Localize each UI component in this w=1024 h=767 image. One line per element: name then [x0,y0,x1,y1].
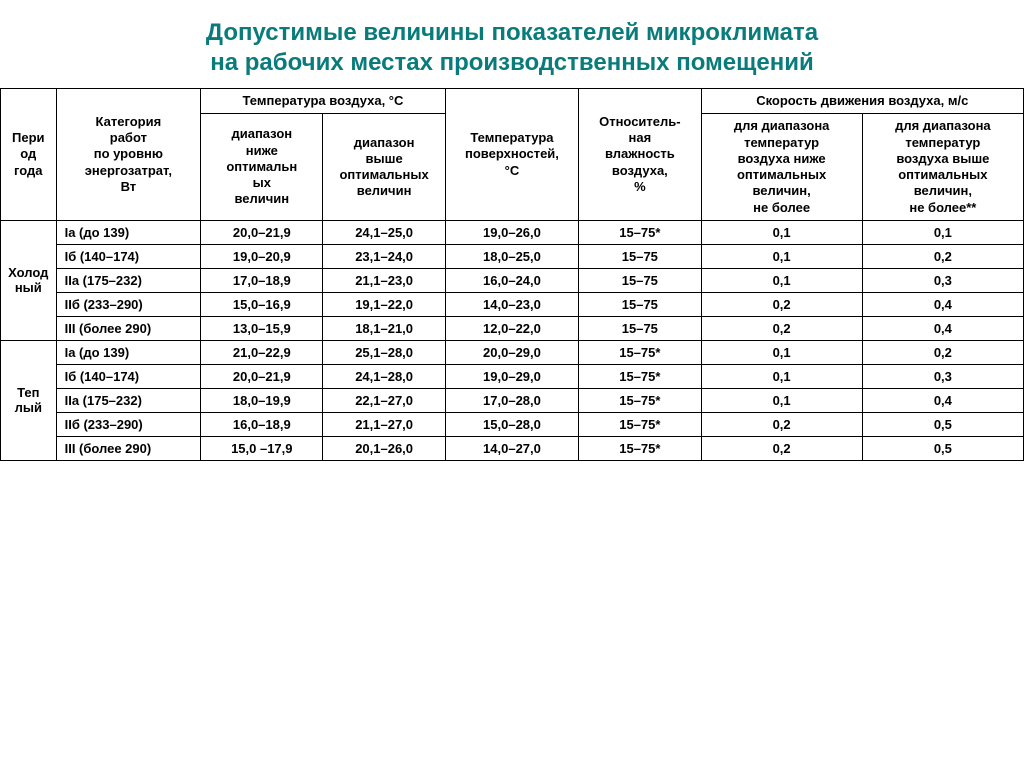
temp-below-cell: 17,0–18,9 [201,268,323,292]
speed-above-cell: 0,4 [862,388,1023,412]
temp-above-cell: 18,1–21,0 [323,316,445,340]
category-cell: Iб (140–174) [56,244,201,268]
temp-above-cell: 19,1–22,0 [323,292,445,316]
category-cell: III (более 290) [56,436,201,460]
surface-temp-cell: 14,0–23,0 [445,292,578,316]
speed-below-cell: 0,1 [701,340,862,364]
temp-below-cell: 13,0–15,9 [201,316,323,340]
temp-above-cell: 24,1–28,0 [323,364,445,388]
temp-above-cell: 23,1–24,0 [323,244,445,268]
temp-below-cell: 18,0–19,9 [201,388,323,412]
table-header: Периодгода Категорияработпо уровнюэнерго… [1,89,1024,221]
table-body: ХолодныйIа (до 139)20,0–21,924,1–25,019,… [1,220,1024,460]
header-speed-below: для диапазонатемпературвоздуха нижеоптим… [701,114,862,221]
category-cell: Iа (до 139) [56,220,201,244]
title-line-2: на рабочих местах производственных помещ… [210,49,814,76]
humidity-cell: 15–75 [579,244,701,268]
table-row: IIа (175–232)17,0–18,921,1–23,016,0–24,0… [1,268,1024,292]
speed-above-cell: 0,4 [862,292,1023,316]
humidity-cell: 15–75 [579,292,701,316]
page-title: Допустимые величины показателей микрокли… [0,0,1024,88]
microclimate-table: Периодгода Категорияработпо уровнюэнерго… [0,88,1024,461]
category-cell: Iб (140–174) [56,364,201,388]
header-temp-above: диапазонвышеоптимальныхвеличин [323,114,445,221]
category-cell: IIа (175–232) [56,388,201,412]
temp-below-cell: 15,0–16,9 [201,292,323,316]
table-row: III (более 290)15,0 –17,920,1–26,014,0–2… [1,436,1024,460]
speed-above-cell: 0,5 [862,412,1023,436]
surface-temp-cell: 19,0–26,0 [445,220,578,244]
temp-below-cell: 15,0 –17,9 [201,436,323,460]
header-category: Категорияработпо уровнюэнергозатрат,Вт [56,89,201,221]
header-period: Периодгода [1,89,57,221]
speed-above-cell: 0,3 [862,364,1023,388]
table-row: IIб (233–290)15,0–16,919,1–22,014,0–23,0… [1,292,1024,316]
table-row: Iб (140–174)20,0–21,924,1–28,019,0–29,01… [1,364,1024,388]
speed-above-cell: 0,2 [862,244,1023,268]
category-cell: Iа (до 139) [56,340,201,364]
surface-temp-cell: 19,0–29,0 [445,364,578,388]
surface-temp-cell: 15,0–28,0 [445,412,578,436]
speed-below-cell: 0,2 [701,436,862,460]
surface-temp-cell: 18,0–25,0 [445,244,578,268]
humidity-cell: 15–75* [579,364,701,388]
humidity-cell: 15–75* [579,388,701,412]
temp-above-cell: 20,1–26,0 [323,436,445,460]
speed-below-cell: 0,1 [701,268,862,292]
speed-below-cell: 0,2 [701,316,862,340]
category-cell: IIб (233–290) [56,412,201,436]
period-cell: Теплый [1,340,57,460]
humidity-cell: 15–75* [579,340,701,364]
humidity-cell: 15–75* [579,412,701,436]
speed-below-cell: 0,1 [701,364,862,388]
header-air-speed-group: Скорость движения воздуха, м/с [701,89,1024,114]
surface-temp-cell: 17,0–28,0 [445,388,578,412]
temp-below-cell: 16,0–18,9 [201,412,323,436]
category-cell: III (более 290) [56,316,201,340]
surface-temp-cell: 20,0–29,0 [445,340,578,364]
table-row: III (более 290)13,0–15,918,1–21,012,0–22… [1,316,1024,340]
header-air-temp-group: Температура воздуха, °С [201,89,446,114]
category-cell: IIб (233–290) [56,292,201,316]
speed-below-cell: 0,2 [701,412,862,436]
header-speed-above: для диапазонатемпературвоздуха вышеоптим… [862,114,1023,221]
header-temp-below: диапазоннижеоптимальныхвеличин [201,114,323,221]
speed-above-cell: 0,2 [862,340,1023,364]
temp-below-cell: 19,0–20,9 [201,244,323,268]
surface-temp-cell: 14,0–27,0 [445,436,578,460]
speed-above-cell: 0,5 [862,436,1023,460]
speed-below-cell: 0,1 [701,388,862,412]
speed-below-cell: 0,1 [701,244,862,268]
speed-above-cell: 0,4 [862,316,1023,340]
title-line-1: Допустимые величины показателей микрокли… [206,19,818,46]
header-humidity: Относитель-наявлажностьвоздуха,% [579,89,701,221]
speed-below-cell: 0,2 [701,292,862,316]
humidity-cell: 15–75 [579,316,701,340]
humidity-cell: 15–75* [579,436,701,460]
temp-below-cell: 21,0–22,9 [201,340,323,364]
temp-above-cell: 21,1–23,0 [323,268,445,292]
header-surface-temp: Температураповерхностей,°С [445,89,578,221]
speed-below-cell: 0,1 [701,220,862,244]
speed-above-cell: 0,1 [862,220,1023,244]
surface-temp-cell: 12,0–22,0 [445,316,578,340]
temp-below-cell: 20,0–21,9 [201,220,323,244]
surface-temp-cell: 16,0–24,0 [445,268,578,292]
temp-above-cell: 25,1–28,0 [323,340,445,364]
temp-above-cell: 22,1–27,0 [323,388,445,412]
category-cell: IIа (175–232) [56,268,201,292]
humidity-cell: 15–75* [579,220,701,244]
table-row: IIа (175–232)18,0–19,922,1–27,017,0–28,0… [1,388,1024,412]
table-row: Iб (140–174)19,0–20,923,1–24,018,0–25,01… [1,244,1024,268]
temp-above-cell: 24,1–25,0 [323,220,445,244]
table-row: ХолодныйIа (до 139)20,0–21,924,1–25,019,… [1,220,1024,244]
table-row: IIб (233–290)16,0–18,921,1–27,015,0–28,0… [1,412,1024,436]
humidity-cell: 15–75 [579,268,701,292]
speed-above-cell: 0,3 [862,268,1023,292]
period-cell: Холодный [1,220,57,340]
temp-below-cell: 20,0–21,9 [201,364,323,388]
temp-above-cell: 21,1–27,0 [323,412,445,436]
table-row: ТеплыйIа (до 139)21,0–22,925,1–28,020,0–… [1,340,1024,364]
